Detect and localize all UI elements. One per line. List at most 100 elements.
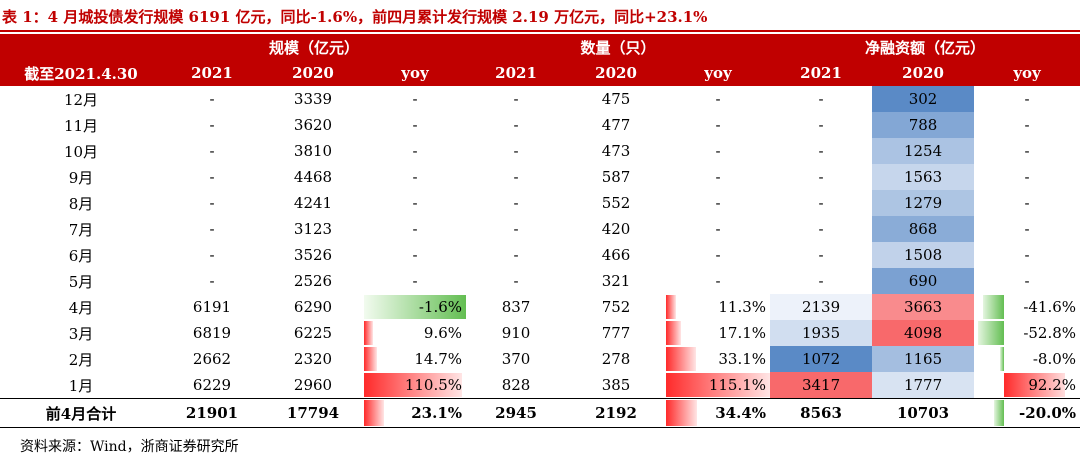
count-yoy-cell: - bbox=[715, 272, 721, 290]
count-2021-cell: - bbox=[513, 116, 519, 134]
yoy-positive-bar bbox=[666, 295, 677, 319]
scale-2021-cell: 2662 bbox=[192, 350, 232, 368]
yoy-negative-bar bbox=[977, 321, 1004, 345]
yoy-positive-bar bbox=[666, 400, 698, 426]
table-row: 6月 - 3526 - - 466 - - 1508 - bbox=[0, 242, 1080, 268]
table-row: 3月 6819 6225 9.6% 910 777 17.1% 1935 4098 -52.8% bbox=[0, 320, 1080, 346]
scale-2020-cell: 6290 bbox=[293, 298, 333, 316]
col-count-2021: 2021 bbox=[466, 60, 567, 86]
count-2020-cell: 473 bbox=[601, 142, 631, 160]
scale-2020-cell: 17794 bbox=[262, 398, 364, 428]
month-label: 9月 bbox=[68, 168, 94, 187]
count-yoy-cell: - bbox=[715, 116, 721, 134]
net-2021-cell: - bbox=[818, 116, 824, 134]
month-label: 6月 bbox=[68, 246, 94, 265]
count-2020-cell: 477 bbox=[601, 116, 631, 134]
net-2021-cell: 8563 bbox=[770, 398, 873, 428]
count-2021-cell: - bbox=[513, 142, 519, 160]
scale-2021-cell: 21901 bbox=[162, 398, 262, 428]
corner-empty bbox=[0, 34, 162, 60]
scale-yoy-cell: - bbox=[412, 194, 418, 212]
count-2021-cell: - bbox=[513, 194, 519, 212]
table-row: 2月 2662 2320 14.7% 370 278 33.1% 1072 1165 -8.0% bbox=[0, 346, 1080, 372]
net-2021-cell: 2139 bbox=[770, 294, 873, 320]
scale-2020-cell: 3526 bbox=[293, 246, 333, 264]
yoy-positive-bar bbox=[364, 321, 373, 345]
scale-2020-cell: 3339 bbox=[293, 90, 333, 108]
net-2020-cell: 3663 bbox=[872, 294, 975, 320]
count-yoy-cell: - bbox=[715, 194, 721, 212]
net-yoy-cell: - bbox=[1024, 142, 1030, 160]
yoy-negative-bar bbox=[999, 347, 1004, 371]
count-2021-cell: 2945 bbox=[466, 398, 567, 428]
net-yoy-cell: -52.8% bbox=[974, 320, 1080, 346]
count-2020-cell: 552 bbox=[601, 194, 631, 212]
count-yoy-cell: 33.1% bbox=[666, 346, 770, 372]
scale-yoy-cell: 23.1% bbox=[364, 398, 467, 428]
col-net-2021: 2021 bbox=[770, 60, 873, 86]
table-row: 4月 6191 6290 -1.6% 837 752 11.3% 2139 3663 -41.6% bbox=[0, 294, 1080, 320]
source-note: 资料来源：Wind，浙商证券研究所 bbox=[20, 439, 239, 455]
net-2020-cell: 1279 bbox=[872, 190, 975, 216]
count-yoy-cell: - bbox=[715, 90, 721, 108]
count-2020-cell: 466 bbox=[601, 246, 631, 264]
net-2020-cell: 788 bbox=[872, 112, 975, 138]
month-label: 5月 bbox=[68, 272, 94, 291]
yoy-value: -1.6% bbox=[418, 298, 463, 316]
net-yoy-cell: 92.2% bbox=[974, 372, 1080, 399]
table-row: 12月 - 3339 - - 475 - - 302 - bbox=[0, 86, 1080, 112]
net-2020-cell: 1254 bbox=[872, 138, 975, 164]
month-label: 8月 bbox=[68, 194, 94, 213]
yoy-value: 115.1% bbox=[708, 376, 767, 394]
scale-2021-cell: 6229 bbox=[192, 376, 232, 394]
scale-yoy-cell: - bbox=[412, 90, 418, 108]
scale-2020-cell: 3123 bbox=[293, 220, 333, 238]
scale-2021-cell: - bbox=[209, 272, 215, 290]
table-row: 1月 6229 2960 110.5% 828 385 115.1% 3417 1777 92.2… bbox=[0, 372, 1080, 399]
group-net: 净融资额（亿元） bbox=[770, 34, 1080, 60]
table-row: 7月 - 3123 - - 420 - - 868 - bbox=[0, 216, 1080, 242]
yoy-value: 34.4% bbox=[715, 404, 767, 422]
table-row: 10月 - 3810 - - 473 - - 1254 - bbox=[0, 138, 1080, 164]
scale-2021-cell: - bbox=[209, 116, 215, 134]
table-row: 11月 - 3620 - - 477 - - 788 - bbox=[0, 112, 1080, 138]
corner-label: 截至2021.4.30 bbox=[0, 60, 162, 86]
yoy-positive-bar bbox=[666, 321, 682, 345]
month-label: 7月 bbox=[68, 220, 94, 239]
table-row: 9月 - 4468 - - 587 - - 1563 - bbox=[0, 164, 1080, 190]
scale-2021-cell: - bbox=[209, 220, 215, 238]
table-body: 12月 -3339- -475- -302-11月 -3620- -477- -788-10… bbox=[0, 86, 1080, 428]
yoy-value: 17.1% bbox=[718, 324, 767, 342]
scale-2021-cell: - bbox=[209, 90, 215, 108]
net-2020-cell: 868 bbox=[872, 216, 975, 242]
net-yoy-cell: - bbox=[1024, 168, 1030, 186]
net-yoy-cell: -41.6% bbox=[974, 294, 1080, 320]
net-yoy-cell: - bbox=[1024, 116, 1030, 134]
scale-2020-cell: 4241 bbox=[293, 194, 333, 212]
table-row: 5月 - 2526 - - 321 - - 690 - bbox=[0, 268, 1080, 294]
net-2021-cell: - bbox=[818, 90, 824, 108]
count-yoy-cell: 11.3% bbox=[666, 294, 770, 320]
net-2021-cell: - bbox=[818, 246, 824, 264]
scale-2020-cell: 3810 bbox=[293, 142, 333, 160]
scale-2021-cell: 6819 bbox=[192, 324, 232, 342]
net-2021-cell: 1072 bbox=[770, 346, 873, 372]
net-yoy-cell: -20.0% bbox=[974, 398, 1080, 428]
net-yoy-cell: -8.0% bbox=[974, 346, 1080, 372]
scale-yoy-cell: - bbox=[412, 142, 418, 160]
count-2021-cell: 837 bbox=[501, 298, 531, 316]
scale-2020-cell: 2320 bbox=[293, 350, 333, 368]
scale-2021-cell: - bbox=[209, 168, 215, 186]
scale-yoy-cell: - bbox=[412, 220, 418, 238]
scale-2021-cell: - bbox=[209, 246, 215, 264]
net-yoy-cell: - bbox=[1024, 272, 1030, 290]
count-2020-cell: 777 bbox=[601, 324, 631, 342]
count-yoy-cell: 17.1% bbox=[666, 320, 770, 346]
count-2020-cell: 2192 bbox=[566, 398, 667, 428]
net-2021-cell: - bbox=[818, 168, 824, 186]
month-label: 1月 bbox=[68, 376, 94, 395]
count-2020-cell: 752 bbox=[601, 298, 631, 316]
count-2021-cell: - bbox=[513, 90, 519, 108]
count-2021-cell: 828 bbox=[501, 376, 531, 394]
scale-yoy-cell: -1.6% bbox=[364, 294, 467, 320]
